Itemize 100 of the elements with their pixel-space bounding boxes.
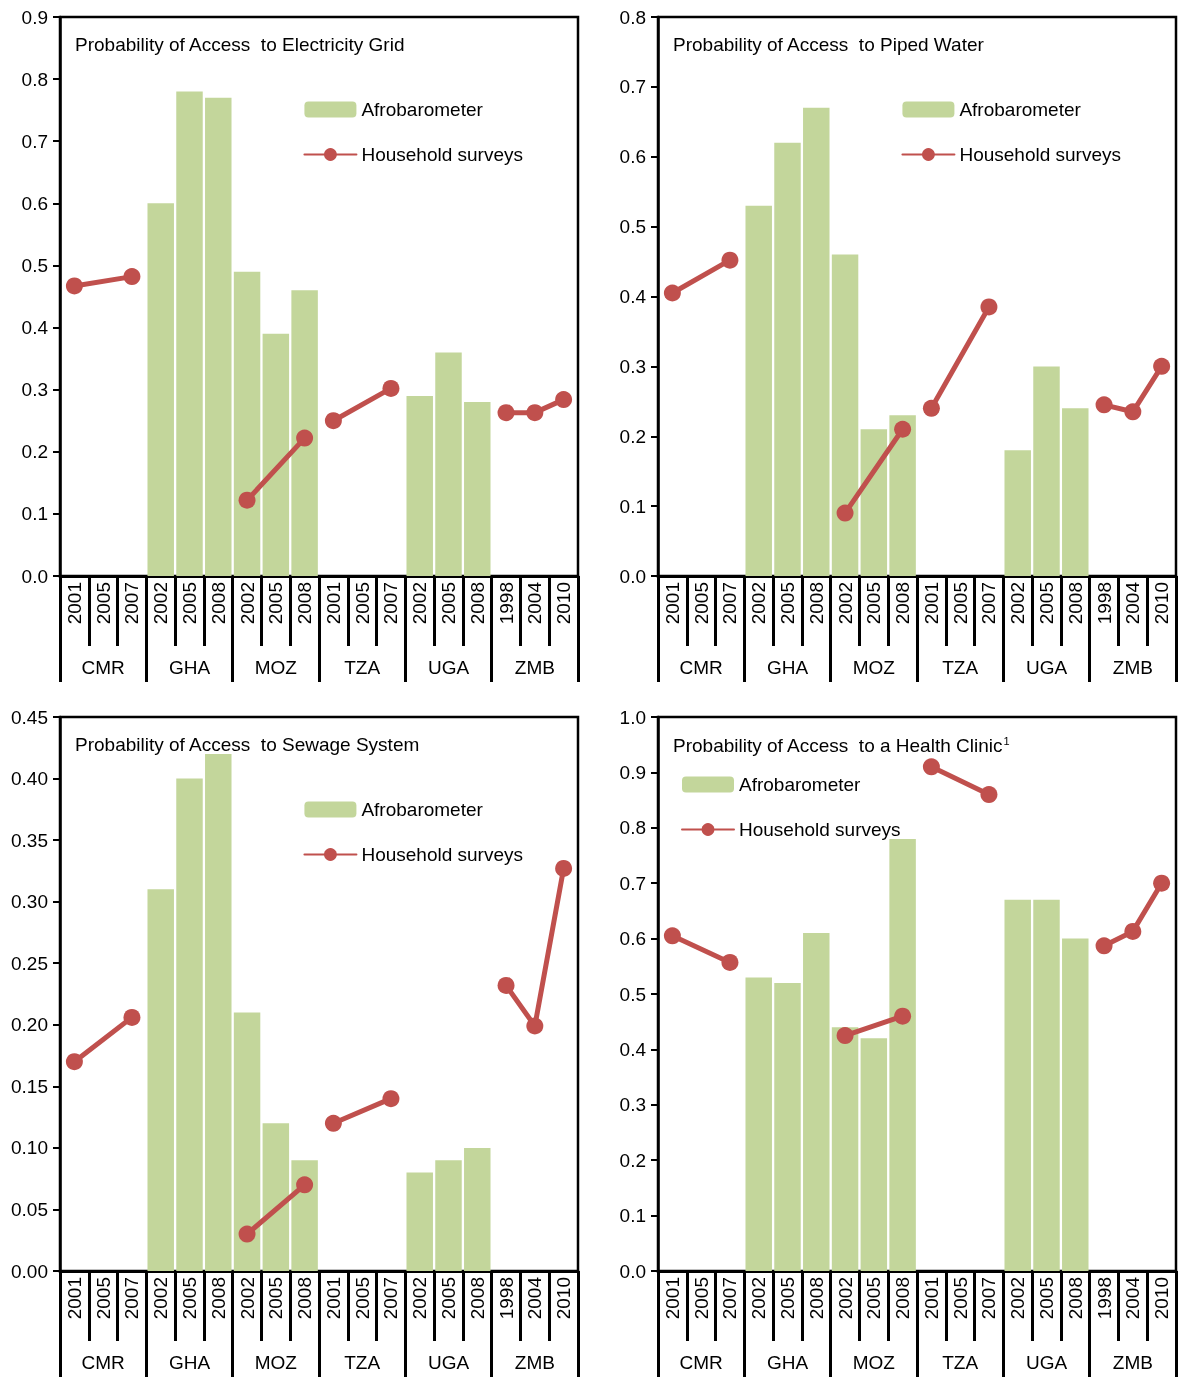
- x-tick-label: 2008: [466, 1277, 488, 1320]
- y-tick-label: 0.0: [619, 1260, 646, 1282]
- y-tick-label: 0.2: [619, 425, 646, 447]
- y-tick-label: 0.5: [21, 254, 48, 276]
- x-tick-label: 2005: [949, 582, 971, 625]
- text: MOZ: [852, 657, 896, 678]
- x-tick-label: 2008: [207, 1277, 229, 1320]
- x-tick-label: 2008: [466, 582, 488, 625]
- y-tick-label: 0.4: [619, 1038, 647, 1060]
- x-tick-label: 2008: [1064, 1277, 1086, 1320]
- x-tick-label: 2005: [92, 582, 114, 625]
- y-tick-label: 1.0: [619, 706, 646, 728]
- x-tick-label: 2007: [380, 582, 402, 625]
- y-tick-label: 0.40: [11, 768, 48, 790]
- x-tick-label: 1998: [1093, 1277, 1115, 1320]
- x-tick-label: 2005: [265, 1277, 287, 1320]
- text: MOZ: [852, 1352, 896, 1373]
- y-tick-label: 0.3: [21, 379, 48, 401]
- x-tick-label: 2008: [805, 1277, 827, 1320]
- bar: [803, 107, 830, 576]
- text: TZA: [942, 1352, 979, 1373]
- legend-label: Household surveys: [959, 144, 1122, 165]
- y-tick-label: 0.25: [11, 952, 48, 974]
- legend-label: Afrobarometer: [739, 774, 862, 795]
- x-tick-label: 2001: [920, 582, 942, 625]
- y-tick-label: 0.1: [619, 1205, 646, 1227]
- x-tick-label: 2007: [121, 1277, 143, 1320]
- x-tick-label: 2004: [1122, 581, 1144, 625]
- y-tick-label: 0.6: [619, 146, 646, 168]
- point: [65, 277, 83, 295]
- bar: [435, 352, 462, 576]
- y-tick-label: 0.0: [21, 565, 48, 587]
- x-tick-label: 2008: [892, 582, 914, 625]
- x-tick-label: 2007: [380, 1277, 402, 1320]
- text: ZMB: [514, 657, 555, 678]
- x-tick-label: 2004: [524, 581, 546, 625]
- x-tick-label: 2005: [777, 1277, 798, 1320]
- y-tick-label: 0.05: [11, 1198, 48, 1220]
- x-tick-label: 2005: [1036, 1277, 1057, 1320]
- y-tick-label: 0.5: [619, 983, 646, 1005]
- text: CMR: [81, 657, 125, 678]
- point: [721, 251, 739, 269]
- x-tick-label: 2005: [438, 1277, 459, 1320]
- bar: [406, 1172, 433, 1271]
- point: [555, 859, 573, 877]
- legend-label: Afrobarometer: [361, 99, 484, 120]
- bar: [1033, 366, 1060, 576]
- bar: [1004, 450, 1031, 576]
- x-tick-label: 2004: [524, 1276, 546, 1320]
- x-tick-label: 2001: [661, 1277, 683, 1320]
- x-tick-label: 2002: [409, 582, 431, 625]
- text: ZMB: [514, 1352, 555, 1373]
- x-tick-label: 2008: [207, 582, 229, 625]
- text: GHA: [766, 1352, 809, 1373]
- bar: [406, 395, 433, 576]
- x-tick-label: 2002: [834, 1277, 856, 1320]
- y-tick-label: 0.45: [11, 706, 48, 728]
- bar: [1062, 938, 1089, 1271]
- x-tick-label: 2005: [351, 1277, 373, 1320]
- bar: [831, 1027, 859, 1271]
- x-tick-label: 2005: [863, 582, 885, 625]
- x-tick-label: 2001: [920, 1277, 942, 1320]
- x-tick-label: 2010: [1151, 582, 1173, 625]
- x-tick-label: 2001: [63, 1277, 85, 1320]
- x-tick-label: 1998: [495, 1277, 517, 1320]
- x-tick-label: 2010: [553, 1277, 575, 1320]
- y-tick-label: 0.5: [619, 216, 646, 238]
- text: Probability of Access to Electricity Grid: [75, 34, 405, 55]
- text: CMR: [81, 1352, 125, 1373]
- x-tick-label: 2005: [351, 582, 373, 625]
- x-tick-label: 2008: [805, 582, 827, 625]
- text: CMR: [679, 657, 723, 678]
- x-tick-label: 2005: [690, 1277, 712, 1320]
- bar: [1033, 899, 1060, 1271]
- x-tick-label: 2010: [1151, 1277, 1173, 1320]
- y-tick-label: 0.1: [619, 495, 646, 517]
- y-tick-label: 0.20: [11, 1014, 48, 1036]
- bar: [1004, 899, 1031, 1271]
- y-tick-label: 0.2: [619, 1149, 646, 1171]
- x-tick-label: 2005: [690, 582, 712, 625]
- point: [663, 284, 681, 302]
- x-tick-label: 2002: [236, 1277, 258, 1320]
- x-tick-label: 2010: [553, 582, 575, 625]
- text: UGA: [1025, 657, 1068, 678]
- y-tick-label: 0.8: [619, 817, 646, 839]
- y-tick-label: 0.9: [21, 6, 48, 28]
- y-tick-label: 0.7: [619, 76, 646, 98]
- text: ZMB: [1112, 1352, 1153, 1373]
- y-tick-label: 0.3: [619, 1094, 646, 1116]
- x-tick-label: 2001: [661, 582, 683, 625]
- x-tick-label: 1998: [495, 582, 517, 625]
- x-tick-label: 1998: [1093, 582, 1115, 625]
- x-tick-label: 2001: [322, 582, 344, 625]
- y-tick-label: 0.7: [619, 872, 646, 894]
- bar: [291, 290, 318, 576]
- bar: [464, 1147, 491, 1271]
- x-tick-label: 2004: [1122, 1276, 1144, 1320]
- text: GHA: [766, 657, 809, 678]
- y-tick-label: 0.00: [11, 1260, 48, 1282]
- text: MOZ: [254, 1352, 298, 1373]
